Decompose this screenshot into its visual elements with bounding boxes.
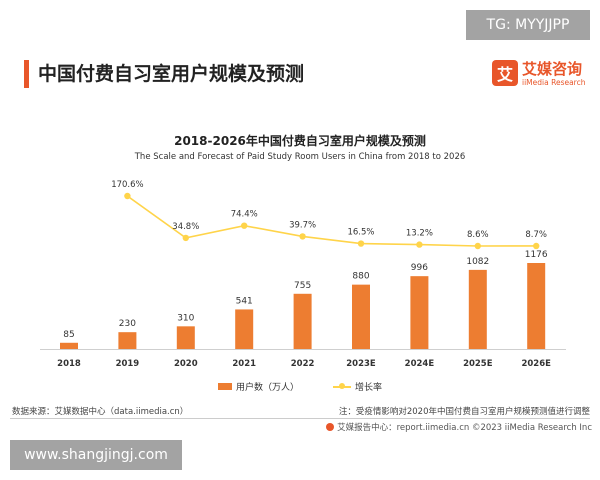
growth-point-2020 bbox=[182, 234, 189, 242]
growth-label-2022: 39.7% bbox=[289, 220, 316, 230]
bottom-watermark-text: www.shangjingj.com bbox=[24, 447, 168, 463]
bar-2018 bbox=[60, 342, 78, 349]
x-tick-label-2023E: 2023E bbox=[346, 359, 376, 369]
bar-value-label-2021: 541 bbox=[236, 296, 253, 306]
bar-2022 bbox=[293, 293, 312, 349]
growth-label-2026E: 8.7% bbox=[525, 230, 547, 240]
bar-2019 bbox=[118, 332, 137, 349]
x-tick-label-2018: 2018 bbox=[57, 359, 81, 369]
legend-label-users: 用户数（万人） bbox=[235, 383, 299, 393]
bar-value-label-2025E: 1082 bbox=[466, 257, 489, 267]
growth-label-2025E: 8.6% bbox=[467, 230, 489, 240]
bar-value-label-2022: 755 bbox=[294, 281, 311, 291]
bar-value-label-2019: 230 bbox=[119, 319, 136, 329]
x-tick-label-2021: 2021 bbox=[232, 359, 256, 369]
report-footer: 艾媒报告中心：report.iimedia.cn ©2023 iiMedia R… bbox=[326, 421, 592, 433]
brand-name: 艾媒咨询 bbox=[522, 60, 583, 78]
chart-subtitle: The Scale and Forecast of Paid Study Roo… bbox=[134, 152, 466, 162]
growth-point-2026E bbox=[533, 242, 540, 250]
bar-value-label-2018: 85 bbox=[63, 330, 74, 340]
growth-label-2021: 74.4% bbox=[231, 210, 258, 220]
x-tick-label-2025E: 2025E bbox=[463, 359, 493, 369]
x-tick-label-2022: 2022 bbox=[291, 359, 315, 369]
footer-divider bbox=[10, 418, 590, 419]
brand-logo: 艾 艾媒咨询 iiMedia Research bbox=[492, 58, 596, 94]
growth-label-2023E: 16.5% bbox=[347, 228, 374, 238]
top-watermark-badge: TG: MYYJJPP bbox=[466, 10, 590, 40]
data-source: 数据来源：艾媒数据中心（data.iimedia.cn） bbox=[12, 407, 189, 417]
bottom-watermark-badge: www.shangjingj.com bbox=[10, 440, 182, 470]
top-watermark-text: TG: MYYJJPP bbox=[486, 17, 570, 33]
report-center-icon bbox=[326, 423, 335, 431]
title-accent-bar bbox=[24, 60, 29, 88]
legend-item-growth: 增长率 bbox=[333, 380, 382, 393]
bar-2024E bbox=[410, 276, 429, 349]
brand-name-en: iiMedia Research bbox=[522, 78, 586, 87]
bar-value-label-2024E: 996 bbox=[411, 263, 428, 273]
bar-2021 bbox=[235, 309, 254, 349]
page-title: 中国付费自习室用户规模及预测 bbox=[38, 63, 305, 85]
growth-label-2019: 170.6% bbox=[111, 180, 143, 190]
bar-2025E bbox=[468, 269, 487, 349]
bar-2020 bbox=[176, 326, 195, 349]
bar-value-label-2023E: 880 bbox=[352, 272, 369, 282]
growth-point-2025E bbox=[474, 242, 481, 250]
growth-point-2022 bbox=[299, 233, 306, 240]
chart-legend: 用户数（万人） 增长率 bbox=[0, 380, 600, 393]
chart-note: 注：受疫情影响对2020年中国付费自习室用户规模预测值进行调整 bbox=[338, 407, 590, 417]
x-tick-label-2026E: 2026E bbox=[521, 359, 551, 369]
chart-title: 2018-2026年中国付费自习室用户规模及预测 bbox=[174, 134, 426, 148]
growth-point-2019 bbox=[124, 192, 131, 200]
growth-point-2023E bbox=[357, 240, 365, 247]
bar-2023E bbox=[352, 284, 370, 349]
x-tick-label-2019: 2019 bbox=[116, 359, 140, 369]
legend-label-growth: 增长率 bbox=[355, 383, 383, 393]
report-footer-text: 艾媒报告中心：report.iimedia.cn ©2023 iiMedia R… bbox=[337, 423, 592, 433]
bar-2026E bbox=[527, 263, 546, 349]
x-tick-label-2024E: 2024E bbox=[405, 359, 435, 369]
growth-label-2020: 34.8% bbox=[172, 222, 199, 232]
legend-item-users: 用户数（万人） bbox=[217, 380, 299, 393]
growth-rate-line bbox=[126, 195, 537, 247]
legend-bar-swatch bbox=[217, 383, 232, 390]
brand-icon: 艾 bbox=[492, 60, 518, 86]
growth-label-2024E: 13.2% bbox=[406, 229, 433, 239]
x-tick-label-2020: 2020 bbox=[174, 359, 198, 369]
bar-value-label-2020: 310 bbox=[177, 313, 194, 323]
growth-point-2021 bbox=[241, 222, 248, 229]
legend-line-swatch bbox=[333, 383, 351, 390]
growth-point-2024E bbox=[416, 241, 423, 248]
bar-value-label-2026E: 1176 bbox=[525, 250, 548, 260]
